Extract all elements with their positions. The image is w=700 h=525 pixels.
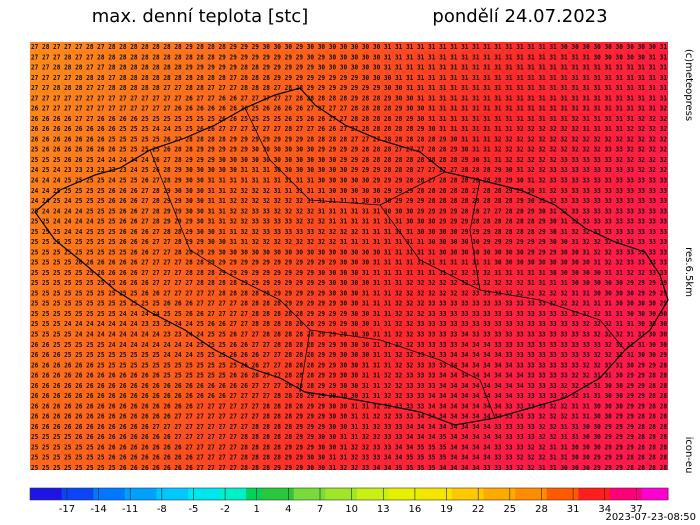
color-step — [246, 488, 263, 500]
grid-row: 26 26 25 25 25 25 25 24 24 24 24 24 24 2… — [31, 341, 667, 349]
grid-row: 25 25 25 25 25 25 25 25 25 25 26 26 27 2… — [31, 289, 667, 297]
grid-row: 25 25 25 25 24 24 24 24 24 24 24 24 23 2… — [31, 331, 667, 339]
grid-row: 25 25 25 24 24 25 25 25 26 26 26 27 28 2… — [31, 228, 667, 236]
grid-row: 25 24 24 24 24 25 25 25 26 26 27 28 29 2… — [31, 207, 667, 215]
grid-row: 24 25 24 23 23 23 23 23 23 24 25 26 28 2… — [31, 166, 667, 174]
grid-row: 26 26 26 26 26 26 25 25 25 25 25 25 25 2… — [31, 361, 667, 369]
grid-row: 25 25 25 25 25 25 25 26 26 26 26 26 26 2… — [31, 454, 667, 462]
color-step — [156, 488, 189, 500]
grid-row: 26 26 26 26 26 26 26 26 26 26 26 26 26 2… — [31, 402, 667, 410]
colorbar-tick-label: 13 — [377, 504, 390, 515]
colorbar-tick-label: 16 — [409, 504, 422, 515]
colorbar-tick-label: 1 — [254, 504, 260, 515]
color-step — [420, 488, 453, 500]
colorbar-tick-label: -2 — [220, 504, 230, 515]
grid-row: 27 27 28 28 28 27 27 28 28 28 28 28 28 2… — [31, 64, 667, 72]
colorbar-tick-label: -11 — [122, 504, 138, 515]
colorbar-tick-label: -5 — [188, 504, 198, 515]
color-step — [578, 488, 611, 500]
colorbar-tick-label: 4 — [285, 504, 291, 515]
grid-row: 25 25 25 25 25 25 25 25 25 26 26 27 27 2… — [31, 248, 667, 256]
color-step — [325, 488, 358, 500]
grid-row: 27 28 27 27 27 28 27 28 28 28 28 28 28 2… — [31, 43, 667, 51]
color-step — [262, 488, 295, 500]
grid-row: 25 26 26 26 26 26 26 26 25 25 25 25 26 2… — [31, 146, 667, 154]
colorbar-tick-label: 34 — [598, 504, 611, 515]
date: pondělí 24.07.2023 — [432, 6, 607, 27]
grid-row: 25 25 25 25 25 25 25 25 26 26 26 26 26 2… — [31, 464, 667, 472]
colorbar-tick-label: 7 — [317, 504, 323, 515]
color-step — [293, 488, 326, 500]
colorbar-tick-label: 19 — [440, 504, 453, 515]
grid-row: 26 26 26 26 27 27 26 26 26 26 25 25 25 2… — [31, 115, 667, 123]
color-step — [30, 488, 63, 500]
grid-row: 25 25 25 25 25 25 25 25 25 25 25 25 26 2… — [31, 300, 667, 308]
colorbar-tick-label: 28 — [535, 504, 548, 515]
grid-row: 27 27 27 27 27 27 27 27 27 27 27 27 27 2… — [31, 94, 667, 102]
grid-row: 27 27 27 27 28 28 28 27 28 28 28 28 28 2… — [31, 74, 667, 82]
color-step — [451, 488, 484, 500]
colorbar: -17 -14 -11 -8 -5 -2 1 4 7 10 13 16 19 22 25 28 31 34 37 — [29, 487, 669, 515]
grid-row: 24 24 25 25 25 25 25 26 26 26 27 28 29 3… — [31, 187, 667, 195]
color-step — [93, 488, 126, 500]
grid-row: 25 25 25 25 25 25 25 25 26 26 26 27 27 2… — [31, 238, 667, 246]
grid-row: 25 25 25 25 25 25 25 25 24 24 24 24 25 2… — [31, 310, 667, 318]
grid-row: 25 25 25 26 26 25 24 24 24 24 24 26 27 2… — [31, 156, 667, 164]
color-step — [356, 488, 390, 500]
grid-row: 26 26 26 26 26 26 26 26 25 25 25 24 24 2… — [31, 125, 667, 133]
title: max. denní teplota [stc] — [92, 6, 308, 27]
colorbar-tick-label: 31 — [567, 504, 580, 515]
colorbar-tick-label: 25 — [503, 504, 516, 515]
colorbar-tick-label: -17 — [59, 504, 75, 515]
color-step — [219, 488, 247, 500]
colorbar-frame — [29, 487, 669, 501]
color-step — [515, 488, 548, 500]
timestamp: 2023-07-23-08:50 — [605, 512, 696, 523]
grid-row: 25 25 25 24 24 24 24 24 24 24 23 23 23 2… — [31, 320, 667, 328]
grid-row: 25 25 25 25 26 26 26 26 26 26 27 27 27 2… — [31, 259, 667, 267]
color-step — [610, 488, 643, 500]
grid-row: 25 25 25 25 25 25 25 25 26 26 26 27 27 2… — [31, 279, 667, 287]
colorbar-tick-label: 22 — [472, 504, 485, 515]
color-step — [124, 488, 158, 500]
color-step — [61, 488, 94, 500]
grid-row: 26 26 26 26 26 26 26 26 26 26 26 26 26 2… — [31, 413, 667, 421]
colorbar-tick-label: -8 — [157, 504, 167, 515]
model: icon-eu — [683, 437, 694, 474]
grid-row: 24 24 24 25 25 25 25 24 25 25 26 27 28 2… — [31, 176, 667, 184]
color-step — [483, 488, 516, 500]
grid-row: 24 24 25 24 25 25 25 26 26 26 27 28 29 2… — [31, 197, 667, 205]
grid-row: 27 27 28 28 28 27 27 28 28 28 28 28 27 2… — [31, 84, 667, 92]
grid-row: 25 25 25 25 25 25 26 26 26 26 26 26 26 2… — [31, 443, 667, 451]
grid-row: 26 27 27 27 27 27 27 27 27 27 27 27 27 2… — [31, 105, 667, 113]
region-borders — [149, 107, 626, 419]
grid-row: 26 26 26 26 26 26 26 26 26 26 26 26 26 2… — [31, 382, 667, 390]
color-step — [188, 488, 221, 500]
grid-row: 26 26 26 26 26 26 26 26 26 26 26 26 26 2… — [31, 392, 667, 400]
grid-row: 25 25 25 25 25 25 26 26 26 26 27 27 27 2… — [31, 269, 667, 277]
resolution: res.6.5km — [683, 247, 694, 297]
copyright: (c)meteopress — [683, 49, 694, 121]
grid-row: 26 26 26 26 26 26 26 26 26 26 26 26 25 2… — [31, 372, 667, 380]
colorbar-tick-label: 10 — [345, 504, 358, 515]
grid-row: 25 25 24 24 24 24 25 25 26 26 27 28 29 2… — [31, 218, 667, 226]
grid-row: 26 26 26 25 25 25 25 25 25 25 25 25 24 2… — [31, 351, 667, 359]
value-grid: 27 28 27 27 27 28 27 28 28 28 28 28 28 2… — [31, 43, 667, 472]
grid-row: 26 26 26 26 26 26 26 25 25 25 25 25 26 2… — [31, 135, 667, 143]
grid-row: 27 27 27 28 27 27 28 28 28 28 28 28 28 2… — [31, 53, 667, 61]
color-step — [641, 488, 669, 500]
grid-row: 26 26 26 26 26 26 26 26 26 26 26 27 27 2… — [31, 423, 667, 431]
grid-row: 25 25 25 25 26 26 26 26 26 26 26 26 26 2… — [31, 433, 667, 441]
color-step — [546, 488, 579, 500]
color-step — [388, 488, 421, 500]
colorbar-tick-label: 37 — [630, 504, 643, 515]
colorbar-tick-label: -14 — [90, 504, 106, 515]
